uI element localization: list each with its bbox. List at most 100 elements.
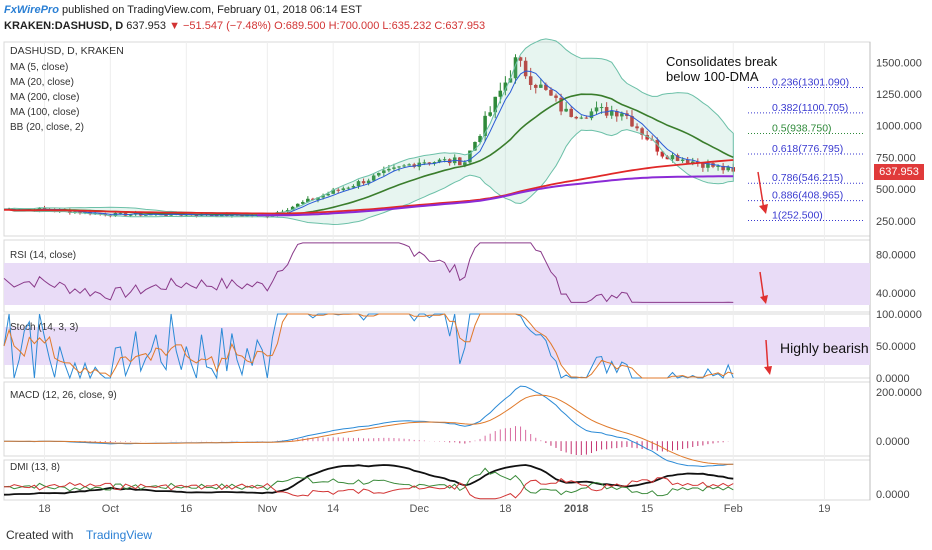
candle-body bbox=[726, 167, 730, 171]
candle-body bbox=[78, 211, 82, 214]
price-axis-label: 1500.000 bbox=[876, 57, 922, 69]
tradingview-logo[interactable]: TradingView bbox=[86, 528, 153, 542]
x-tick-label: Oct bbox=[102, 503, 119, 515]
candle-body bbox=[387, 168, 391, 171]
candle-body bbox=[326, 193, 330, 196]
indicator-legend-item: MA (5, close) bbox=[10, 62, 68, 73]
candle-body bbox=[194, 215, 199, 217]
price-axis-label: 1000.000 bbox=[876, 121, 922, 133]
open-value: O:689.500 bbox=[274, 20, 326, 32]
fib-level-label: 0.786(546.215) bbox=[772, 172, 843, 184]
candle-body bbox=[523, 60, 528, 77]
brand-logo[interactable]: FxWirePro bbox=[4, 4, 59, 16]
x-tick-label: Feb bbox=[724, 503, 743, 515]
publish-text: published on TradingView.com, February 0… bbox=[61, 4, 363, 16]
indicator-legend-item: BB (20, close, 2) bbox=[10, 122, 84, 133]
macd-panel-label: MACD (12, 26, close, 9) bbox=[10, 390, 117, 401]
down-arrow-stoch-head bbox=[764, 366, 772, 375]
candle-body bbox=[103, 213, 108, 216]
x-tick-label: Dec bbox=[409, 503, 429, 515]
candle-body bbox=[295, 203, 300, 207]
x-tick-label: 2018 bbox=[564, 503, 588, 515]
ma5-line bbox=[3, 70, 734, 216]
candle-body bbox=[214, 215, 219, 217]
dmi-plus-line bbox=[3, 467, 734, 497]
stoch-axis-label: 0.0000 bbox=[876, 373, 910, 385]
x-tick-label: 14 bbox=[327, 503, 339, 515]
fib-level-label: 0.886(408.965) bbox=[772, 190, 843, 202]
candle-body bbox=[331, 189, 335, 194]
candle-body bbox=[478, 135, 482, 142]
candle-body bbox=[144, 214, 148, 216]
candle-body bbox=[559, 97, 563, 112]
down-arrow-price bbox=[757, 171, 765, 211]
candle-body bbox=[397, 166, 401, 168]
candle-body bbox=[655, 139, 660, 152]
symbol-label[interactable]: KRAKEN:DASHUSD, D bbox=[4, 20, 124, 32]
candle-body bbox=[437, 159, 442, 163]
candle-body bbox=[483, 115, 487, 136]
candle-body bbox=[640, 128, 644, 135]
down-arrow-rsi-head bbox=[760, 295, 768, 304]
candle-body bbox=[721, 165, 725, 171]
candle-body bbox=[675, 155, 680, 161]
candle-body bbox=[660, 151, 665, 157]
candle-body bbox=[371, 175, 376, 181]
candle-body bbox=[599, 107, 604, 109]
candle-body bbox=[209, 215, 214, 217]
candle-body bbox=[427, 162, 432, 164]
candle-body bbox=[620, 113, 624, 117]
price-axis-label: 750.000 bbox=[876, 152, 916, 164]
last-price-tag: 637.953 bbox=[874, 164, 924, 180]
stoch-d-line bbox=[3, 313, 734, 379]
rsi-line bbox=[3, 242, 734, 303]
candle-body bbox=[680, 159, 685, 161]
price-axis-label: 1250.000 bbox=[876, 89, 922, 101]
candle-body bbox=[346, 187, 351, 189]
candle-body bbox=[68, 210, 72, 213]
rsi-band bbox=[4, 263, 870, 305]
price-axis-label: 500.000 bbox=[876, 184, 916, 196]
x-tick-label: 18 bbox=[499, 503, 511, 515]
down-arrow-price-head bbox=[759, 204, 768, 214]
candle-body bbox=[290, 206, 295, 211]
candle-body bbox=[382, 170, 386, 174]
candle-body bbox=[118, 212, 123, 214]
candle-body bbox=[498, 90, 503, 97]
indicator-legend-item: MA (20, close) bbox=[10, 77, 74, 88]
candle-body bbox=[564, 108, 568, 112]
candle-body bbox=[164, 215, 168, 217]
candle-body bbox=[376, 173, 381, 176]
candle-body bbox=[361, 181, 366, 184]
candle-body bbox=[432, 162, 437, 164]
candle-body bbox=[518, 57, 523, 61]
candle-body bbox=[569, 108, 573, 117]
candle-body bbox=[594, 107, 599, 112]
candle-body bbox=[701, 163, 705, 168]
candle-body bbox=[321, 195, 325, 198]
candle-body bbox=[508, 78, 513, 83]
fib-level-label: 0.618(776.795) bbox=[772, 143, 843, 155]
candle-body bbox=[574, 116, 579, 119]
annotation-consolidates-line1: Consolidates break bbox=[666, 54, 778, 69]
candle-body bbox=[528, 76, 533, 85]
candle-body bbox=[533, 84, 538, 88]
candle-body bbox=[665, 156, 670, 160]
rsi-axis-label: 80.0000 bbox=[876, 249, 916, 261]
x-tick-label: Nov bbox=[258, 503, 278, 515]
candle-body bbox=[706, 163, 710, 168]
fib-level-label: 0.382(1100.705) bbox=[772, 102, 848, 114]
low-value: L:635.232 bbox=[382, 20, 432, 32]
x-tick-label: 15 bbox=[641, 503, 653, 515]
rsi-axis-label: 40.0000 bbox=[876, 288, 916, 300]
candle-body bbox=[311, 198, 315, 200]
candle-body bbox=[306, 198, 310, 203]
candle-body bbox=[635, 126, 639, 129]
price-change: ▼ −51.547 (−7.48%) bbox=[169, 20, 272, 32]
chart-header: FxWirePro published on TradingView.com, … bbox=[0, 0, 932, 40]
candle-body bbox=[301, 202, 305, 204]
candle-body bbox=[422, 162, 427, 164]
candle-body bbox=[609, 111, 614, 116]
indicator-legend-item: MA (100, close) bbox=[10, 107, 79, 118]
